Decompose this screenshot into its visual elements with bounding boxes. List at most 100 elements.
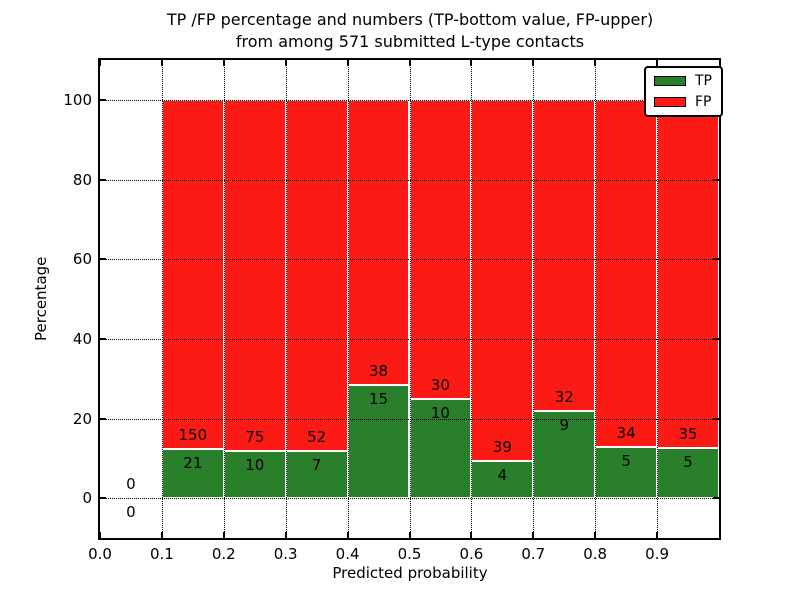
legend-label-fp: FP bbox=[695, 94, 712, 110]
gridline-vertical bbox=[161, 60, 163, 538]
legend-swatch-tp-icon bbox=[654, 76, 686, 86]
x-tickmark-top bbox=[656, 60, 659, 66]
legend: TP FP bbox=[644, 66, 723, 117]
y-tickmark-right bbox=[713, 497, 719, 500]
fp-count-label: 38 bbox=[369, 362, 389, 381]
gridline-vertical bbox=[471, 60, 473, 538]
x-tick-label: 0.8 bbox=[583, 545, 608, 563]
fp-count-label: 39 bbox=[492, 438, 512, 457]
bar-fp-segment bbox=[595, 99, 658, 448]
bar-fp-segment bbox=[285, 99, 348, 451]
tp-count-label: 5 bbox=[683, 453, 693, 472]
tp-count-label: 9 bbox=[559, 415, 570, 434]
fp-count-label: 34 bbox=[616, 424, 636, 443]
tp-count-label: 4 bbox=[497, 466, 508, 485]
y-tick-label: 80 bbox=[72, 170, 92, 189]
x-tickmark-top bbox=[160, 60, 163, 66]
x-tickmark-bottom bbox=[346, 532, 349, 538]
y-tickmark-right bbox=[713, 178, 719, 181]
fp-count-label: 32 bbox=[554, 387, 574, 406]
x-tickmark-bottom bbox=[656, 532, 659, 538]
legend-item-fp: FP bbox=[654, 95, 712, 109]
fp-count-label: 0 bbox=[126, 475, 136, 494]
y-tick-label: 60 bbox=[72, 250, 92, 269]
gridline-vertical bbox=[533, 60, 535, 538]
y-tickmark-left bbox=[100, 178, 106, 181]
x-tickmark-bottom bbox=[99, 532, 101, 538]
y-tick-label: 100 bbox=[63, 90, 92, 109]
bar-tp-segment bbox=[285, 450, 348, 499]
bar-fp-segment bbox=[533, 99, 596, 411]
x-tickmark-top bbox=[594, 60, 597, 66]
x-tickmark-top bbox=[346, 60, 349, 66]
bar-tp-segment bbox=[533, 410, 596, 499]
x-tick-label: 0.7 bbox=[521, 545, 546, 563]
gridline-vertical bbox=[595, 60, 597, 538]
y-tickmark-left bbox=[100, 417, 106, 420]
bar-tp-segment bbox=[409, 398, 472, 499]
chart-title-line1: TP /FP percentage and numbers (TP-bottom… bbox=[166, 10, 654, 29]
tp-count-label: 10 bbox=[430, 403, 450, 422]
y-tick-label: 20 bbox=[72, 409, 92, 428]
tp-count-label: 7 bbox=[311, 455, 322, 474]
x-axis-label: Predicted probability bbox=[332, 564, 488, 582]
y-tickmark-left bbox=[100, 258, 106, 261]
fp-count-label: 30 bbox=[430, 375, 450, 394]
fp-count-label: 75 bbox=[245, 428, 265, 447]
y-tickmark-right bbox=[713, 417, 719, 420]
bar-tp-segment bbox=[657, 448, 719, 499]
x-tickmark-top bbox=[222, 60, 225, 66]
tp-count-label: 15 bbox=[369, 390, 389, 409]
tp-count-label: 0 bbox=[126, 503, 136, 522]
fp-count-label: 150 bbox=[178, 426, 208, 445]
x-tick-label: 0.2 bbox=[211, 545, 236, 563]
legend-label-tp: TP bbox=[695, 73, 712, 89]
gridline-vertical bbox=[409, 60, 411, 538]
x-tickmark-bottom bbox=[408, 532, 411, 538]
legend-swatch-fp-icon bbox=[654, 97, 686, 107]
x-tickmark-top bbox=[408, 60, 411, 66]
x-tick-label: 0.3 bbox=[273, 545, 298, 563]
x-tickmark-bottom bbox=[470, 532, 473, 538]
gridline-vertical bbox=[657, 60, 659, 538]
y-axis-label: Percentage bbox=[32, 256, 50, 342]
x-tick-label: 0.4 bbox=[335, 545, 360, 563]
legend-item-tp: TP bbox=[654, 74, 712, 88]
x-tickmark-top bbox=[470, 60, 473, 66]
x-tickmark-bottom bbox=[160, 532, 163, 538]
y-tick-label: 0 bbox=[82, 489, 92, 508]
y-tick-label: 40 bbox=[72, 329, 92, 348]
bar-fp-segment bbox=[347, 99, 410, 386]
bar-fp-segment bbox=[409, 99, 472, 399]
x-tickmark-bottom bbox=[594, 532, 597, 538]
x-tick-label: 0.1 bbox=[149, 545, 174, 563]
y-tickmark-left bbox=[100, 98, 106, 101]
x-tickmark-bottom bbox=[222, 532, 225, 538]
x-tickmark-bottom bbox=[532, 532, 535, 538]
fp-count-label: 35 bbox=[678, 425, 698, 444]
bar-fp-segment bbox=[161, 99, 224, 450]
y-tickmark-right bbox=[713, 337, 719, 340]
fp-count-label: 52 bbox=[307, 427, 327, 446]
y-tickmark-right bbox=[713, 258, 719, 261]
bar-fp-segment bbox=[223, 99, 286, 452]
bar-fp-segment bbox=[471, 99, 534, 462]
bar-tp-segment bbox=[161, 449, 224, 499]
y-tickmark-left bbox=[100, 497, 106, 500]
gridline-vertical bbox=[347, 60, 349, 538]
x-tickmark-bottom bbox=[284, 532, 287, 538]
x-tickmark-top bbox=[284, 60, 287, 66]
x-tickmark-top bbox=[99, 60, 101, 66]
x-tick-label: 0.6 bbox=[459, 545, 484, 563]
chart-title-line2: from among 571 submitted L-type contacts bbox=[235, 32, 585, 51]
gridline-vertical bbox=[285, 60, 287, 538]
bar-fp-segment bbox=[657, 99, 719, 449]
x-tickmark-top bbox=[532, 60, 535, 66]
x-tick-label: 0.0 bbox=[88, 545, 112, 563]
gridline-vertical bbox=[223, 60, 225, 538]
tp-count-label: 5 bbox=[621, 452, 631, 471]
x-tick-label: 0.9 bbox=[645, 545, 670, 563]
tp-count-label: 10 bbox=[245, 456, 265, 475]
plot-area: 0 0 150 21 75 10 52 7 38 15 30 10 39 4 32 9 34 5 35 5 0.0 0.1… bbox=[63, 60, 719, 563]
